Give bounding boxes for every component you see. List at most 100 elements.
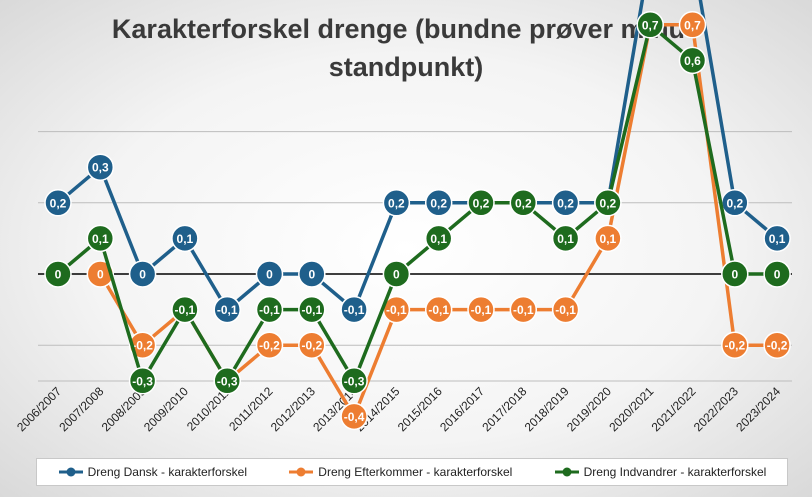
data-label: -0,3 bbox=[132, 374, 153, 388]
x-tick-label: 2017/2018 bbox=[479, 384, 529, 434]
data-point bbox=[213, 295, 241, 324]
chart-title: Karakterforskel drenge (bundne prøver mi… bbox=[0, 10, 812, 86]
data-point bbox=[424, 189, 453, 217]
data-label: -0,1 bbox=[301, 303, 322, 317]
legend-label: Dreng Dansk - karakterforskel bbox=[87, 465, 248, 479]
data-label: 0 bbox=[139, 268, 146, 282]
data-point bbox=[467, 295, 495, 324]
data-point bbox=[509, 295, 538, 324]
data-label: 0,6 bbox=[684, 54, 701, 68]
data-point bbox=[382, 189, 411, 217]
data-label: 0 bbox=[266, 268, 273, 282]
data-point bbox=[340, 367, 368, 395]
data-label: 0,1 bbox=[430, 232, 447, 246]
data-point bbox=[382, 260, 411, 288]
data-point bbox=[721, 331, 749, 359]
data-point bbox=[763, 260, 791, 288]
data-point bbox=[340, 295, 368, 324]
data-point bbox=[171, 224, 199, 253]
data-point bbox=[424, 224, 453, 253]
data-label: 0,2 bbox=[557, 196, 574, 210]
data-label: -0,2 bbox=[259, 339, 280, 353]
data-label: -0,3 bbox=[344, 374, 365, 388]
data-label: 0,2 bbox=[726, 196, 743, 210]
data-label: -0,1 bbox=[471, 303, 492, 317]
legend-swatch bbox=[58, 467, 83, 477]
data-label: -0,1 bbox=[175, 303, 196, 317]
data-label: -0,1 bbox=[259, 303, 280, 317]
legend-entry: Dreng Indvandrer - karakterforskel bbox=[554, 465, 767, 479]
data-label: -0,1 bbox=[428, 303, 449, 317]
data-label: 0,7 bbox=[642, 18, 659, 32]
x-tick-label: 2023/2024 bbox=[733, 384, 783, 434]
data-label: 0,1 bbox=[557, 232, 574, 246]
legend-swatch bbox=[554, 467, 579, 477]
data-label: -0,4 bbox=[344, 410, 365, 424]
data-label: 0,1 bbox=[177, 232, 194, 246]
x-tick-label: 2006/2007 bbox=[14, 384, 64, 434]
data-label: 0,2 bbox=[430, 196, 447, 210]
data-point bbox=[340, 402, 368, 431]
data-point bbox=[255, 331, 284, 359]
data-label: -0,3 bbox=[217, 374, 238, 388]
data-point bbox=[44, 260, 72, 288]
data-point bbox=[551, 224, 580, 253]
data-point bbox=[44, 189, 72, 217]
x-tick-label: 2021/2022 bbox=[649, 384, 699, 434]
data-label: 0,2 bbox=[388, 196, 405, 210]
series-line bbox=[98, 23, 778, 419]
data-point bbox=[763, 224, 791, 253]
x-tick-label: 2018/2019 bbox=[522, 384, 572, 434]
data-label: 0,1 bbox=[92, 232, 109, 246]
legend-label: Dreng Efterkommer - karakterforskel bbox=[318, 465, 513, 479]
data-point bbox=[636, 11, 664, 39]
data-point bbox=[678, 11, 707, 39]
data-point bbox=[551, 295, 580, 324]
x-tick-label: 2016/2017 bbox=[437, 384, 487, 434]
data-label: 0,7 bbox=[684, 18, 701, 32]
x-tick-label: 2022/2023 bbox=[691, 384, 741, 434]
legend-entry: Dreng Dansk - karakterforskel bbox=[58, 465, 247, 479]
data-label: -0,1 bbox=[386, 303, 407, 317]
data-label: 0,2 bbox=[473, 196, 490, 210]
data-label: 0 bbox=[97, 268, 104, 282]
data-point bbox=[467, 189, 495, 217]
data-point bbox=[86, 260, 115, 288]
legend-swatch bbox=[289, 467, 314, 477]
data-point bbox=[86, 153, 115, 181]
data-label: 0,3 bbox=[92, 161, 109, 175]
data-label: -0,2 bbox=[767, 339, 788, 353]
data-point bbox=[721, 260, 749, 288]
data-label: 0 bbox=[55, 268, 62, 282]
legend-label: Dreng Indvandrer - karakterforskel bbox=[583, 465, 767, 479]
x-tick-label: 2015/2016 bbox=[395, 384, 445, 434]
data-point bbox=[255, 295, 284, 324]
data-point bbox=[678, 46, 707, 75]
data-label: 0 bbox=[393, 268, 400, 282]
x-tick-label: 2020/2021 bbox=[606, 384, 656, 434]
data-label: 0,2 bbox=[50, 196, 67, 210]
data-point bbox=[128, 331, 157, 359]
data-label: 0,2 bbox=[515, 196, 532, 210]
data-point bbox=[128, 260, 157, 288]
data-point bbox=[298, 331, 326, 359]
data-label: -0,2 bbox=[301, 339, 322, 353]
data-point bbox=[594, 224, 622, 253]
data-point bbox=[128, 367, 157, 395]
data-point bbox=[509, 189, 538, 217]
data-point bbox=[213, 367, 241, 395]
legend-entry: Dreng Efterkommer - karakterforskel bbox=[288, 465, 512, 479]
data-point bbox=[298, 260, 326, 288]
data-label: -0,1 bbox=[344, 303, 365, 317]
chart-legend: Dreng Dansk - karakterforskel Dreng Efter… bbox=[36, 458, 788, 486]
data-label: -0,2 bbox=[724, 339, 745, 353]
data-point bbox=[424, 295, 453, 324]
x-tick-label: 2019/2020 bbox=[564, 384, 614, 434]
series-3: 0 0,1 -0,3 -0,1 -0,3 -0,1 -0,1 -0,3 0 0,1 0,2 0,2 0,… bbox=[44, 11, 791, 395]
data-point bbox=[86, 224, 115, 253]
data-label: 0,1 bbox=[769, 232, 786, 246]
data-point bbox=[171, 295, 199, 324]
x-axis-tick-labels: 2006/20072007/20082008/20092009/20102010… bbox=[14, 384, 783, 434]
series-line bbox=[56, 0, 779, 312]
